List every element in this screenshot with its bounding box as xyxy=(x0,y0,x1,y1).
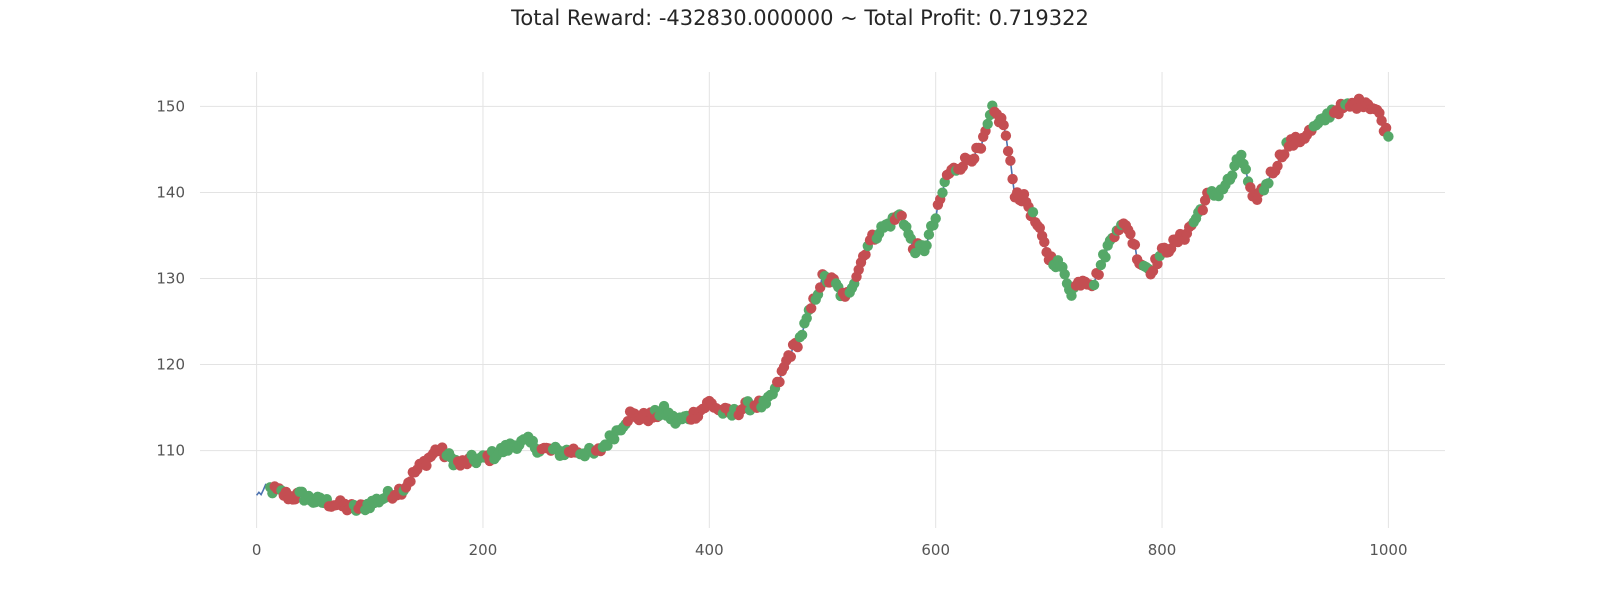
short-position-marker xyxy=(1034,222,1046,234)
long-position-marker xyxy=(1263,178,1274,189)
x-tick-label: 800 xyxy=(1148,541,1177,559)
x-tick-label: 400 xyxy=(695,541,724,559)
x-tick-label: 0 xyxy=(252,541,262,559)
short-position-marker xyxy=(421,460,432,471)
y-tick-label: 130 xyxy=(156,269,185,287)
short-position-marker xyxy=(1018,189,1030,200)
short-position-marker xyxy=(1279,149,1290,160)
short-position-marker xyxy=(998,119,1009,131)
short-position-marker xyxy=(1152,258,1163,270)
short-position-marker xyxy=(1272,160,1283,172)
long-position-marker xyxy=(923,229,935,240)
price-line-layer xyxy=(255,95,1390,513)
short-position-marker xyxy=(1007,173,1018,185)
short-position-marker xyxy=(1002,146,1014,157)
short-position-marker xyxy=(969,153,980,164)
x-tick-label: 600 xyxy=(921,541,950,559)
long-position-marker xyxy=(937,187,948,198)
x-tick-label: 200 xyxy=(469,541,498,559)
short-position-marker xyxy=(622,416,633,427)
tick-labels: 0 200 400 600 800 1000 110 120 130 140 150 xyxy=(156,97,1407,559)
long-position-marker xyxy=(1059,269,1070,280)
long-position-marker xyxy=(982,118,993,130)
short-position-marker xyxy=(1374,107,1385,119)
long-position-marker xyxy=(910,247,921,259)
long-position-marker xyxy=(1027,207,1039,218)
y-tick-label: 150 xyxy=(156,97,185,115)
long-position-marker xyxy=(930,213,941,224)
short-position-marker xyxy=(975,143,987,154)
short-position-marker xyxy=(1165,243,1177,254)
long-position-marker xyxy=(1100,252,1111,263)
short-position-marker xyxy=(785,351,796,362)
y-tick-label: 140 xyxy=(156,183,185,201)
long-position-marker xyxy=(1066,290,1077,301)
long-position-marker xyxy=(1383,131,1394,142)
grid-lines xyxy=(200,72,1445,528)
short-position-marker xyxy=(405,476,416,487)
long-position-marker xyxy=(801,313,812,324)
short-position-marker xyxy=(896,210,907,221)
short-position-marker xyxy=(1197,205,1209,216)
position-markers-layer xyxy=(265,93,1394,516)
long-position-marker xyxy=(1095,259,1107,271)
long-position-marker xyxy=(1088,279,1100,291)
short-position-marker xyxy=(1005,155,1016,166)
x-tick-label: 1000 xyxy=(1369,541,1407,559)
long-position-marker xyxy=(921,240,932,251)
chart-title: Total Reward: -432830.000000 ~ Total Pro… xyxy=(511,6,1089,30)
short-position-marker xyxy=(1039,236,1050,248)
y-tick-label: 110 xyxy=(156,442,185,460)
short-position-marker xyxy=(806,303,817,314)
y-tick-label: 120 xyxy=(156,356,185,374)
short-position-marker xyxy=(774,376,785,388)
price-line xyxy=(255,95,1390,513)
long-position-marker xyxy=(796,329,808,341)
short-position-marker xyxy=(437,442,448,453)
short-position-marker xyxy=(860,249,871,260)
short-position-marker xyxy=(1000,130,1012,141)
short-position-marker xyxy=(1125,228,1136,240)
long-position-marker xyxy=(1240,164,1252,175)
short-position-marker xyxy=(1380,122,1392,134)
short-position-marker xyxy=(1129,239,1141,250)
short-position-marker xyxy=(792,341,803,353)
long-position-marker xyxy=(1236,149,1247,161)
long-position-marker xyxy=(1227,170,1238,181)
long-position-marker xyxy=(609,434,620,445)
short-position-marker xyxy=(1093,269,1104,280)
